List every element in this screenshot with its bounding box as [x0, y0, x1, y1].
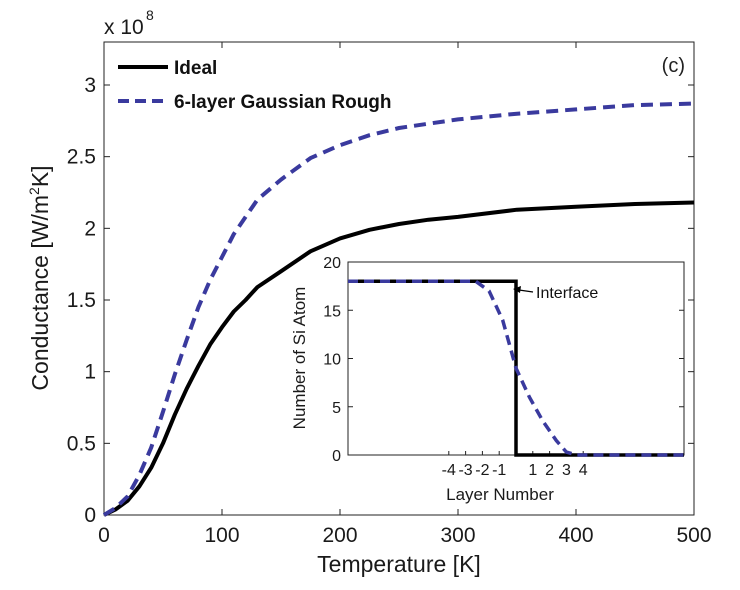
legend-label-rough: 6-layer Gaussian Rough	[174, 92, 392, 113]
main-plot-lines	[102, 101, 695, 517]
inset-y-tick-label: 15	[323, 303, 341, 320]
y-tick-label: 3	[84, 74, 96, 97]
panel-label: (c)	[662, 55, 685, 77]
y-tick-label: 0	[84, 504, 96, 527]
inset-x-tick-label: 3	[562, 462, 571, 479]
y-tick-label: 2.5	[67, 146, 96, 169]
x-tick-label: 100	[204, 524, 239, 547]
interface-arrow-head	[513, 286, 521, 293]
x-tick-label: 400	[558, 524, 593, 547]
y-tick-label: 1	[84, 361, 96, 384]
inset-y-tick-label: 5	[332, 400, 341, 417]
inset-x-tick-label: -1	[492, 462, 506, 479]
series-line-ideal	[103, 200, 695, 517]
inset-y-axis-title: Number of Si Atom	[290, 287, 309, 430]
inset-x-tick-label: 4	[579, 462, 588, 479]
interface-arrow-line	[518, 289, 534, 293]
x-tick-label: 0	[98, 524, 110, 547]
inset-x-tick-label: 1	[528, 462, 537, 479]
y-multiplier-exponent: 8	[146, 7, 154, 23]
y-tick-label: 0.5	[67, 432, 96, 455]
inset-x-tick-label: -3	[458, 462, 472, 479]
interface-label: Interface	[536, 285, 598, 302]
legend-label-ideal: Ideal	[174, 58, 217, 79]
y-tick-label: 1.5	[67, 289, 96, 312]
x-tick-label: 200	[322, 524, 357, 547]
x-tick-label: 300	[440, 524, 475, 547]
inset-x-tick-label: -2	[475, 462, 489, 479]
y-tick-label: 2	[84, 217, 96, 240]
x-tick-label: 500	[676, 524, 711, 547]
y-axis-title: Conductance [W/m2K]	[26, 165, 53, 390]
inset-x-tick-label: 2	[545, 462, 554, 479]
inset-x-axis-title: Layer Number	[446, 485, 554, 504]
inset-y-tick-label: 0	[332, 448, 341, 465]
inset-y-tick-label: 10	[323, 352, 341, 369]
y-multiplier-base: x 10	[104, 16, 144, 39]
series-line-gaussian-rough	[102, 101, 695, 517]
inset-series-line-gaussian-rough	[348, 279, 684, 457]
legend: Ideal 6-layer Gaussian Rough	[118, 58, 392, 113]
inset-x-tick-label: -4	[442, 462, 456, 479]
interface-annotation: Interface	[513, 285, 598, 302]
inset-y-tick-label: 20	[323, 255, 341, 272]
inset-plot-lines	[348, 279, 684, 457]
x-axis-title: Temperature [K]	[317, 551, 481, 577]
